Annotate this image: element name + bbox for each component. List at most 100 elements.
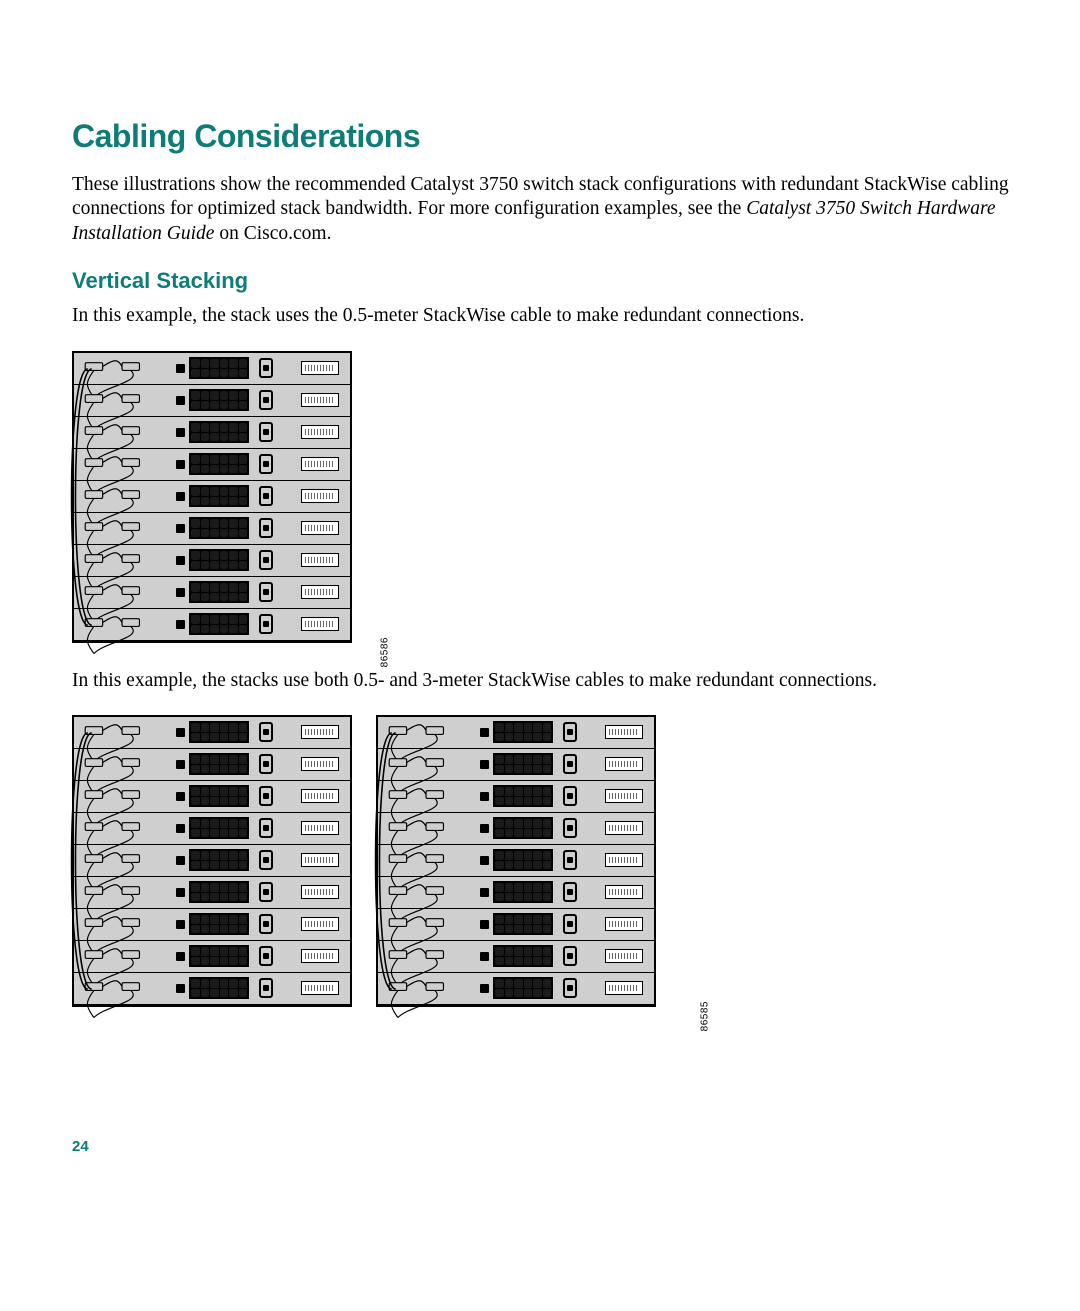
example2-caption: In this example, the stacks use both 0.5… bbox=[72, 669, 1010, 693]
management-module-icon bbox=[563, 946, 577, 966]
indicator-dot bbox=[176, 588, 185, 597]
figure-2-row bbox=[72, 715, 692, 1007]
port-cluster bbox=[189, 453, 249, 475]
intro-paragraph: These illustrations show the recommended… bbox=[72, 173, 1010, 246]
switch-unit bbox=[74, 941, 350, 973]
port-cluster bbox=[189, 613, 249, 635]
stackwise-cable-area bbox=[74, 717, 172, 748]
indicator-dot bbox=[176, 952, 185, 961]
management-module-icon bbox=[563, 978, 577, 998]
power-supply-icon bbox=[605, 789, 643, 803]
port-cluster bbox=[189, 785, 249, 807]
stackwise-cable-area bbox=[74, 973, 172, 1004]
port-cluster bbox=[493, 817, 553, 839]
indicator-dot bbox=[176, 792, 185, 801]
power-supply-icon bbox=[605, 757, 643, 771]
indicator-dot bbox=[480, 952, 489, 961]
switch-unit bbox=[74, 781, 350, 813]
switch-unit bbox=[74, 513, 350, 545]
power-supply-icon bbox=[301, 617, 339, 631]
port-cluster bbox=[189, 389, 249, 411]
indicator-dot bbox=[176, 460, 185, 469]
power-supply-icon bbox=[605, 885, 643, 899]
indicator-dot bbox=[176, 888, 185, 897]
power-supply-icon bbox=[301, 757, 339, 771]
stackwise-cable-area bbox=[74, 449, 172, 480]
management-module-icon bbox=[259, 486, 273, 506]
management-module-icon bbox=[259, 978, 273, 998]
switch-unit bbox=[378, 717, 654, 749]
port-cluster bbox=[189, 849, 249, 871]
page-number: 24 bbox=[72, 1138, 89, 1155]
stackwise-cable-area bbox=[74, 417, 172, 448]
indicator-dot bbox=[176, 396, 185, 405]
switch-unit bbox=[74, 749, 350, 781]
indicator-dot bbox=[176, 492, 185, 501]
indicator-dot bbox=[176, 824, 185, 833]
stackwise-cable-area bbox=[74, 385, 172, 416]
stackwise-cable-area bbox=[378, 973, 476, 1004]
stackwise-cable-area bbox=[378, 717, 476, 748]
management-module-icon bbox=[563, 754, 577, 774]
indicator-dot bbox=[480, 888, 489, 897]
switch-stack bbox=[376, 715, 656, 1007]
management-module-icon bbox=[259, 614, 273, 634]
power-supply-icon bbox=[301, 917, 339, 931]
switch-stack bbox=[72, 351, 352, 643]
port-cluster bbox=[189, 977, 249, 999]
management-module-icon bbox=[563, 914, 577, 934]
stackwise-cable-area bbox=[378, 877, 476, 908]
indicator-dot bbox=[480, 824, 489, 833]
port-cluster bbox=[189, 913, 249, 935]
management-module-icon bbox=[259, 358, 273, 378]
port-cluster bbox=[493, 785, 553, 807]
stackwise-cable-area bbox=[74, 813, 172, 844]
port-cluster bbox=[189, 881, 249, 903]
figure-2-wrap: 86585 bbox=[72, 715, 692, 1007]
switch-unit bbox=[378, 909, 654, 941]
indicator-dot bbox=[176, 428, 185, 437]
indicator-dot bbox=[176, 556, 185, 565]
switch-stack bbox=[72, 715, 352, 1007]
switch-unit bbox=[74, 609, 350, 641]
port-cluster bbox=[493, 849, 553, 871]
stackwise-cable-area bbox=[74, 749, 172, 780]
port-cluster bbox=[493, 977, 553, 999]
stackwise-cable-area bbox=[74, 577, 172, 608]
management-module-icon bbox=[259, 946, 273, 966]
switch-unit bbox=[378, 781, 654, 813]
indicator-dot bbox=[176, 728, 185, 737]
switch-unit bbox=[74, 385, 350, 417]
example1-caption: In this example, the stack uses the 0.5-… bbox=[72, 304, 1010, 328]
stackwise-cable-area bbox=[74, 909, 172, 940]
power-supply-icon bbox=[301, 457, 339, 471]
stackwise-cable-area bbox=[74, 513, 172, 544]
management-module-icon bbox=[259, 582, 273, 602]
power-supply-icon bbox=[301, 821, 339, 835]
management-module-icon bbox=[259, 818, 273, 838]
figure-1-wrap: 86586 bbox=[72, 351, 372, 643]
stackwise-cable-area bbox=[378, 749, 476, 780]
power-supply-icon bbox=[605, 853, 643, 867]
indicator-dot bbox=[480, 792, 489, 801]
port-cluster bbox=[493, 945, 553, 967]
stackwise-cable-area bbox=[378, 941, 476, 972]
indicator-dot bbox=[480, 984, 489, 993]
power-supply-icon bbox=[605, 949, 643, 963]
power-supply-icon bbox=[301, 553, 339, 567]
subsection-heading: Vertical Stacking bbox=[72, 268, 1010, 294]
switch-unit bbox=[378, 941, 654, 973]
power-supply-icon bbox=[301, 981, 339, 995]
port-cluster bbox=[493, 721, 553, 743]
stackwise-cable-area bbox=[74, 609, 172, 640]
stackwise-cable-area bbox=[74, 481, 172, 512]
switch-unit bbox=[378, 845, 654, 877]
port-cluster bbox=[189, 549, 249, 571]
switch-unit bbox=[378, 877, 654, 909]
document-page: Cabling Considerations These illustratio… bbox=[0, 0, 1080, 1311]
management-module-icon bbox=[259, 754, 273, 774]
stackwise-cable-area bbox=[378, 909, 476, 940]
stackwise-cable-area bbox=[74, 545, 172, 576]
power-supply-icon bbox=[301, 725, 339, 739]
stackwise-cable-area bbox=[74, 781, 172, 812]
